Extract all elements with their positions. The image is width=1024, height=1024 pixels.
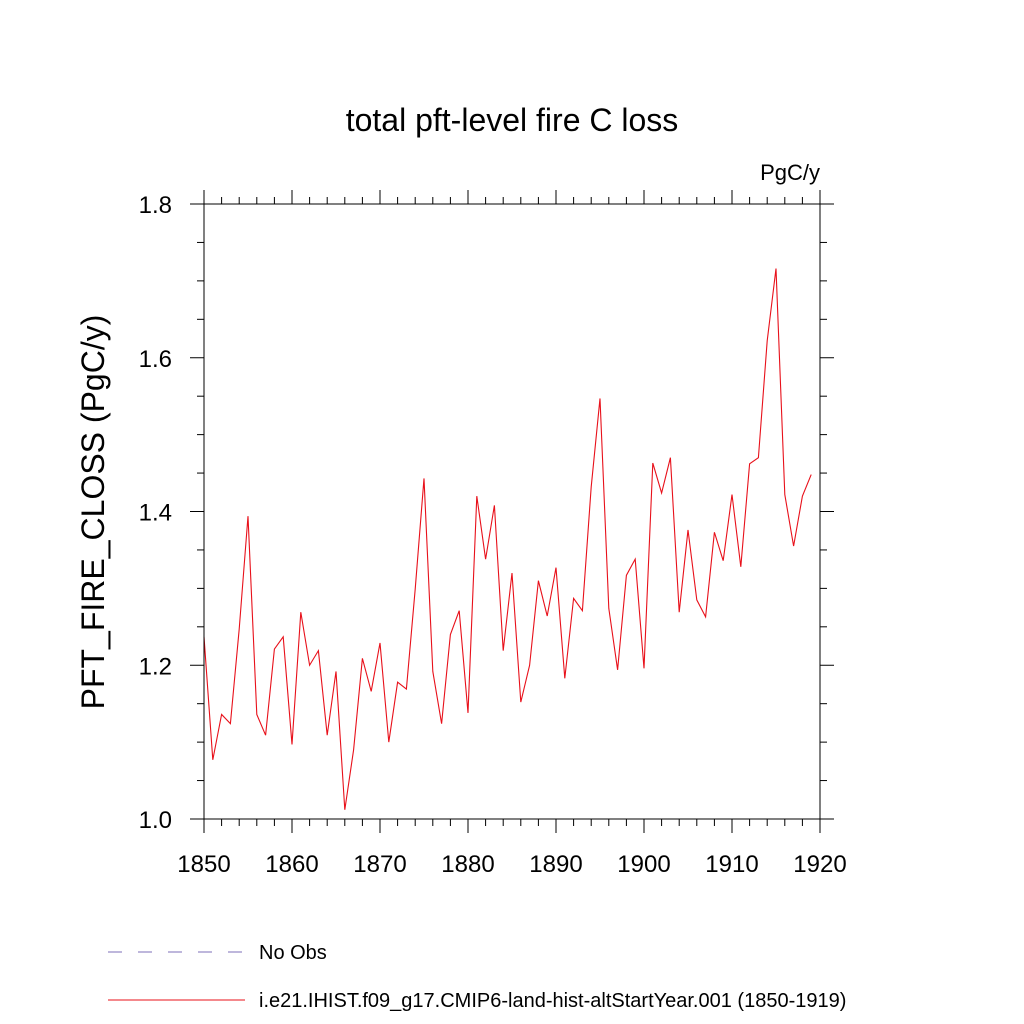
plot-frame: [203, 203, 821, 820]
x-tick-label: 1850: [177, 851, 230, 878]
x-tick-label: 1880: [441, 851, 494, 878]
x-tick-label: 1920: [793, 851, 846, 878]
legend: No Obs i.e21.IHIST.f09_g17.CMIP6-land-his…: [108, 942, 846, 1012]
chart-title: total pft-level fire C loss: [346, 102, 679, 138]
legend-label: No Obs: [259, 942, 327, 964]
axis-tick-labels: 1850 1860 1870 1880 1890 1900 1910 1920 1.0 1.2 1.…: [139, 192, 847, 878]
x-tick-label: 1900: [617, 851, 670, 878]
series-layer: [203, 268, 812, 810]
units-label: PgC/y: [760, 160, 820, 185]
x-tick-label: 1890: [529, 851, 582, 878]
series-line: [203, 268, 812, 810]
axis-ticks: [190, 190, 834, 833]
y-tick-label: 1.2: [139, 653, 172, 680]
y-tick-label: 1.0: [139, 807, 172, 834]
y-tick-label: 1.8: [139, 192, 172, 219]
y-axis-label: PFT_FIRE_CLOSS (PgC/y): [75, 315, 111, 710]
x-tick-label: 1910: [705, 851, 758, 878]
y-tick-label: 1.4: [139, 500, 172, 527]
y-tick-label: 1.6: [139, 346, 172, 373]
x-tick-label: 1870: [353, 851, 406, 878]
x-tick-label: 1860: [265, 851, 318, 878]
legend-label: i.e21.IHIST.f09_g17.CMIP6-land-hist-altS…: [259, 990, 846, 1012]
